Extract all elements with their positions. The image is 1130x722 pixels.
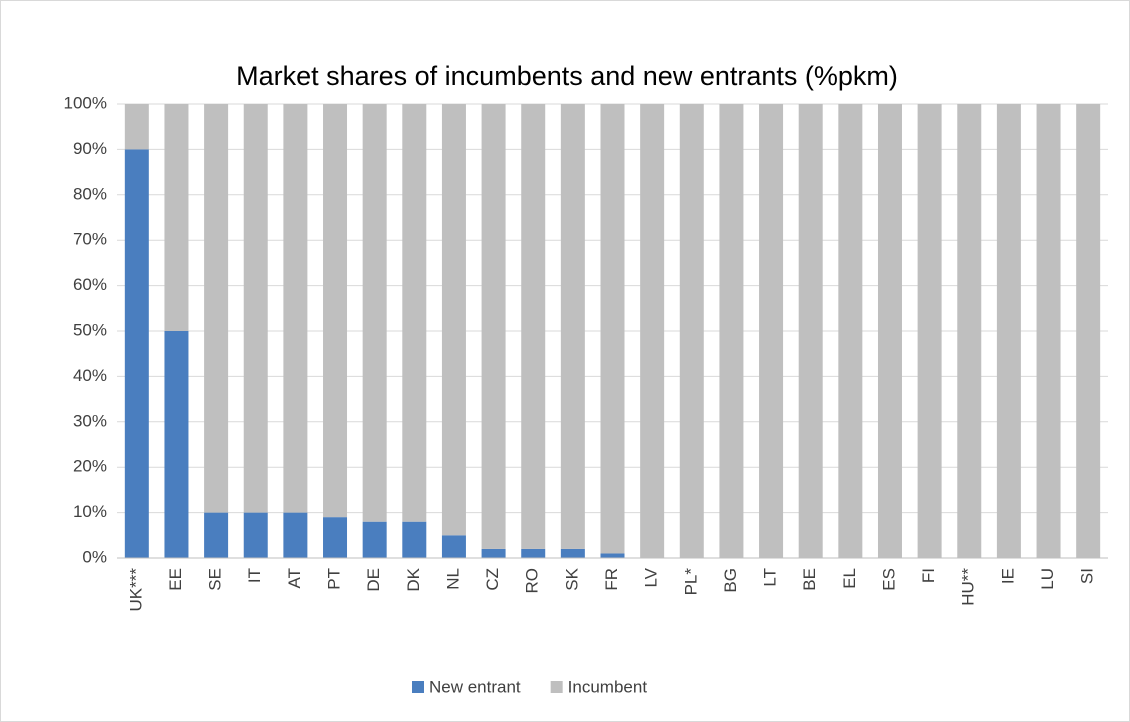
x-tick-label: BE <box>800 568 819 591</box>
x-tick-label: LV <box>642 567 661 587</box>
x-tick-label: AT <box>285 568 304 588</box>
bar-segment <box>441 535 466 558</box>
x-tick-label: IE <box>998 568 1017 584</box>
bar-segment <box>362 104 387 522</box>
bar-segment <box>402 104 427 522</box>
x-tick-label: SE <box>206 568 225 591</box>
x-tick-label: LU <box>1038 568 1057 590</box>
bar-segment <box>798 104 823 558</box>
bar-segment <box>759 104 784 558</box>
bar-segment <box>362 521 387 558</box>
bar-segment <box>402 521 427 558</box>
y-tick-label: 90% <box>73 139 107 158</box>
x-tick-label: PT <box>325 568 344 590</box>
x-tick-label: PL* <box>681 568 700 596</box>
bar-segment <box>1076 104 1101 558</box>
bar-segment <box>164 104 189 331</box>
bar-segment <box>877 104 902 558</box>
bar-segment <box>719 104 744 558</box>
bar-segment <box>600 553 625 558</box>
bar-segment <box>996 104 1021 558</box>
x-tick-label: EL <box>840 568 859 589</box>
bar-segment <box>204 512 229 558</box>
x-tick-label: LT <box>761 568 780 587</box>
legend-swatch <box>412 681 424 693</box>
y-tick-label: 20% <box>73 457 107 476</box>
x-tick-label: NL <box>443 568 462 590</box>
x-tick-label: FR <box>602 568 621 591</box>
bar-segment <box>560 548 585 558</box>
bar-segment <box>917 104 942 558</box>
y-tick-label: 80% <box>73 184 107 203</box>
bar-segment <box>481 548 506 558</box>
x-tick-label: CZ <box>483 568 502 591</box>
x-tick-label: HU** <box>959 568 978 606</box>
bar-segment <box>243 512 268 558</box>
y-tick-label: 30% <box>73 411 107 430</box>
bar-segment <box>283 512 308 558</box>
x-tick-label: DK <box>404 567 423 591</box>
bar-segment <box>243 104 268 513</box>
y-tick-label: 10% <box>73 502 107 521</box>
bar-segment <box>957 104 982 558</box>
x-tick-label: FI <box>919 568 938 583</box>
x-tick-label: RO <box>523 568 542 594</box>
bar-segment <box>164 331 189 558</box>
x-tick-label: EE <box>166 568 185 591</box>
x-tick-label: SI <box>1078 568 1097 584</box>
legend-swatch <box>550 681 563 693</box>
y-tick-label: 70% <box>73 230 107 249</box>
y-tick-label: 0% <box>82 547 107 566</box>
bar-segment <box>323 517 348 558</box>
x-tick-label: IT <box>245 568 264 583</box>
y-tick-label: 50% <box>73 320 107 339</box>
bar-segment <box>481 104 506 549</box>
bar-segment <box>204 104 229 513</box>
legend-label: Incumbent <box>568 677 648 696</box>
x-tick-label: SK <box>562 567 581 590</box>
bar-segment <box>441 104 466 536</box>
bar-segment <box>640 104 665 558</box>
chart-title: Market shares of incumbents and new entr… <box>236 61 898 91</box>
bar-segment <box>283 104 308 513</box>
bar-segment <box>521 548 546 558</box>
bar-segment <box>323 104 348 518</box>
y-tick-label: 60% <box>73 275 107 294</box>
legend-label: New entrant <box>429 677 521 696</box>
bar-segment <box>521 104 546 549</box>
y-tick-label: 40% <box>73 366 107 385</box>
x-tick-label: UK*** <box>126 568 145 612</box>
bar-segment <box>1036 104 1061 558</box>
x-tick-label: DE <box>364 568 383 592</box>
x-tick-label: ES <box>879 568 898 591</box>
bar-segment <box>600 104 625 554</box>
x-tick-label: BG <box>721 568 740 593</box>
bar-segment <box>124 149 149 558</box>
bar-segment <box>838 104 863 558</box>
y-tick-label: 100% <box>64 93 107 112</box>
bar-segment <box>560 104 585 549</box>
bar-segment <box>124 104 149 150</box>
bar-segment <box>679 104 704 558</box>
